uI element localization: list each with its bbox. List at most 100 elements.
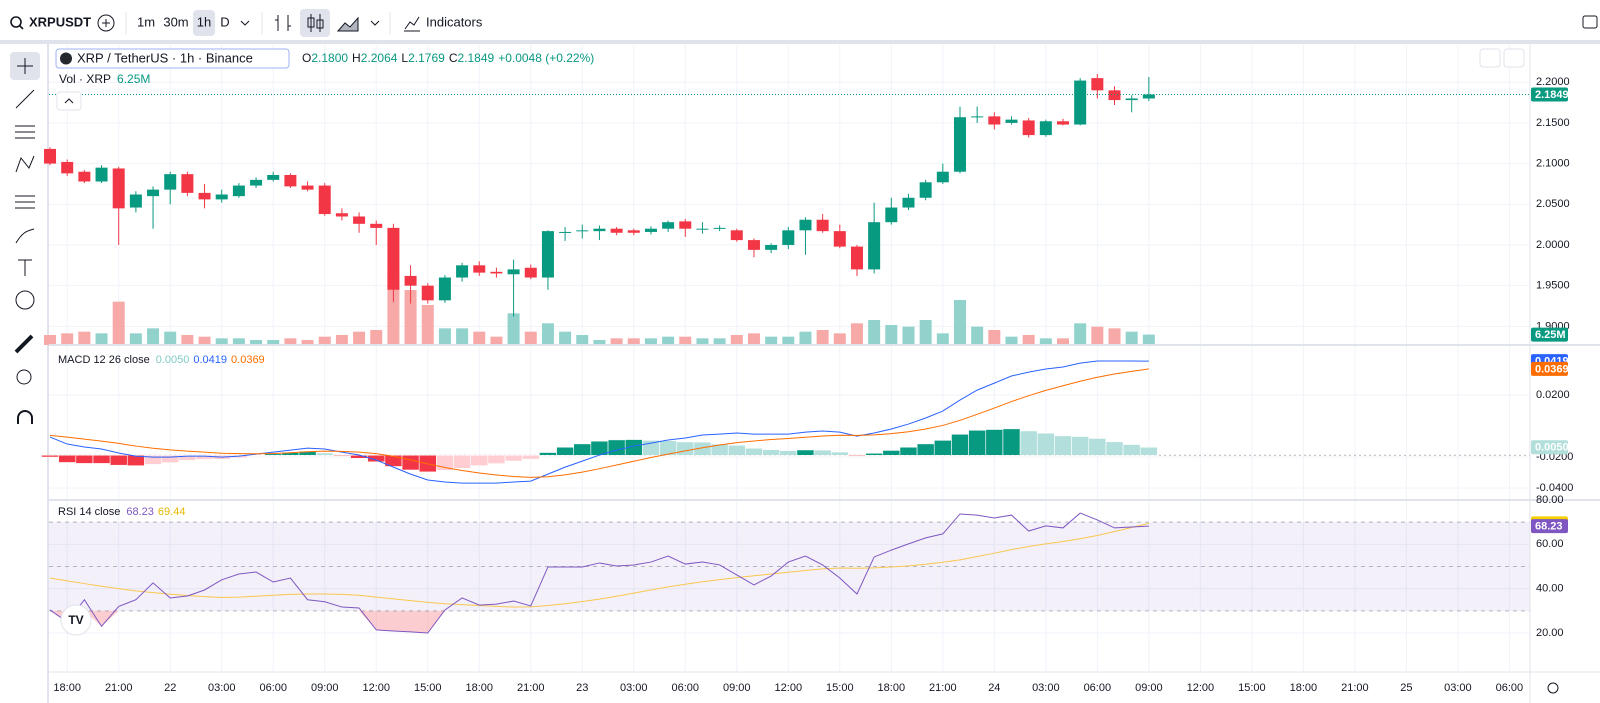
add-symbol[interactable] xyxy=(97,14,115,32)
volume-bar xyxy=(1142,334,1155,345)
fib-tool[interactable] xyxy=(15,125,35,139)
y-tick-label: 80.00 xyxy=(1536,494,1564,506)
x-tick-label: 06:00 xyxy=(1084,682,1112,694)
candle-body xyxy=(885,207,898,223)
maximize-button[interactable] xyxy=(1503,48,1525,68)
candle-body xyxy=(421,285,434,301)
volume-bar xyxy=(576,335,589,345)
histogram-bar xyxy=(1140,447,1158,456)
candle-body xyxy=(816,219,829,232)
candle-body xyxy=(112,168,125,209)
interval-button[interactable]: 1m xyxy=(137,14,155,29)
histogram-bar xyxy=(453,455,471,469)
candle-body xyxy=(576,230,589,232)
interval-button[interactable]: D xyxy=(220,14,229,29)
candle-body xyxy=(335,213,348,217)
x-tick-label: 18:00 xyxy=(878,682,906,694)
candle-body xyxy=(610,228,623,233)
trendline-tool[interactable] xyxy=(15,89,35,109)
histogram-bar xyxy=(916,443,935,456)
x-tick-label: 09:00 xyxy=(1135,682,1163,694)
y-tick-label: 2.1500 xyxy=(1536,117,1570,129)
collapse-button[interactable] xyxy=(56,91,82,111)
zoom-tool[interactable] xyxy=(16,369,32,385)
indicators-icon[interactable] xyxy=(404,16,420,32)
candle-body xyxy=(593,228,606,232)
volume-bar xyxy=(816,330,829,345)
volume-bar xyxy=(524,331,537,345)
logo[interactable] xyxy=(60,604,92,636)
candle-body xyxy=(902,197,915,208)
forecast-tool[interactable] xyxy=(15,195,35,209)
symbol-legend-box[interactable] xyxy=(55,48,290,69)
interval-button[interactable]: 30m xyxy=(163,14,188,29)
dropdown[interactable] xyxy=(370,20,380,26)
volume-bar xyxy=(198,336,211,345)
volume-bar xyxy=(112,301,125,345)
volume-bar xyxy=(1057,338,1070,345)
indicators-button[interactable]: Indicators xyxy=(426,14,483,29)
candle-body xyxy=(490,271,503,274)
active-chart-type[interactable] xyxy=(300,9,330,37)
brush-tool[interactable] xyxy=(15,228,35,244)
candle-body xyxy=(284,174,297,187)
candles-icon xyxy=(316,19,324,29)
magnet-tool[interactable] xyxy=(17,410,33,424)
candle-body xyxy=(232,185,245,197)
pattern-tool[interactable] xyxy=(15,155,35,173)
volume-bar xyxy=(747,333,760,345)
x-tick-label: 03:00 xyxy=(620,682,648,694)
volume-bar xyxy=(1005,336,1018,345)
candle-body xyxy=(78,171,91,182)
emoji-tool[interactable] xyxy=(15,290,35,310)
price-tag-label: 68.23 xyxy=(1535,520,1563,532)
y-tick-label: 20.00 xyxy=(1536,627,1564,639)
histogram-bar xyxy=(75,455,94,464)
candle-body xyxy=(1005,119,1018,123)
symbol-logo xyxy=(60,52,72,65)
search-icon xyxy=(18,24,24,30)
candle-body xyxy=(1022,120,1035,136)
histogram-bar xyxy=(762,449,780,456)
volume-bar xyxy=(644,338,657,345)
text-tool[interactable] xyxy=(18,259,32,276)
y-tick-label: 2.1000 xyxy=(1536,157,1570,169)
candle-body xyxy=(250,179,263,186)
area-icon[interactable] xyxy=(336,16,359,32)
search-icon[interactable] xyxy=(10,16,22,28)
macd-line xyxy=(49,368,1149,478)
dropdown[interactable] xyxy=(240,20,250,26)
settings-icon[interactable] xyxy=(1547,682,1559,694)
price-tag xyxy=(1531,361,1568,376)
volume-value: 6.25M xyxy=(117,72,150,86)
ohlc-value: 2.1849 xyxy=(457,51,494,65)
histogram-bar xyxy=(934,440,952,456)
symbol[interactable]: XRPUSDT xyxy=(29,14,91,29)
histogram-bar xyxy=(573,443,592,456)
candle-body xyxy=(318,185,331,215)
y-tick-label: 0.0200 xyxy=(1536,389,1570,401)
volume-bar xyxy=(679,336,692,345)
candle-body xyxy=(936,171,949,183)
candle-body xyxy=(868,222,881,270)
x-tick-label: 15:00 xyxy=(826,682,854,694)
candle-body xyxy=(1039,121,1052,136)
histogram-bar xyxy=(1002,428,1021,456)
plot xyxy=(41,45,1530,672)
histogram-bar xyxy=(504,455,523,462)
x-tick-label: 21:00 xyxy=(517,682,545,694)
bars-icon[interactable] xyxy=(275,15,291,31)
volume-bar xyxy=(181,335,194,345)
histogram-bar xyxy=(401,455,420,471)
candle-body xyxy=(129,194,142,208)
y-tick-label: 40.00 xyxy=(1536,583,1564,595)
histogram-bar xyxy=(813,449,832,456)
snapshot-icon[interactable] xyxy=(1582,15,1598,29)
ruler-tool[interactable] xyxy=(14,334,34,354)
interval-button[interactable]: 1h xyxy=(197,14,211,29)
x-tick-label: 03:00 xyxy=(1032,682,1060,694)
candle-body xyxy=(730,230,743,241)
scroll-button[interactable] xyxy=(1479,48,1501,68)
